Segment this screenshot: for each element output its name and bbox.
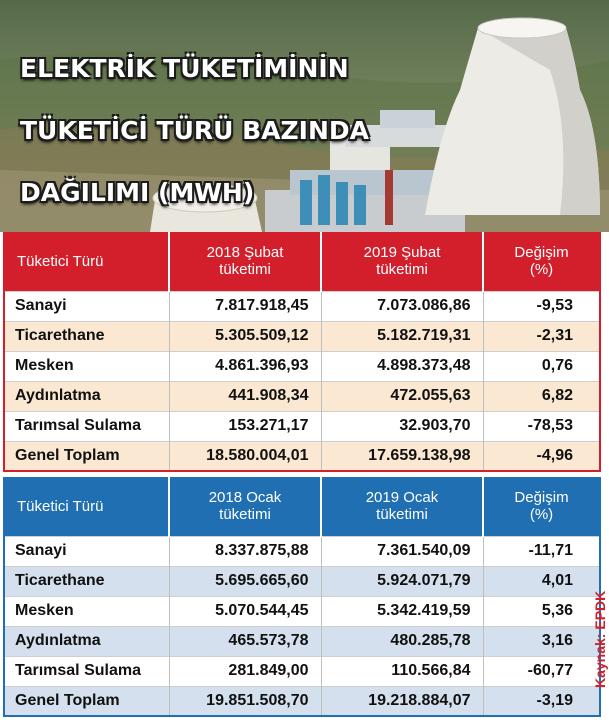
table-cell: -9,53 xyxy=(482,290,600,321)
title-line-3: DAĞILIMI (MWH) xyxy=(20,178,255,207)
table-cell: 472.055,63 xyxy=(320,380,483,411)
table-cell: -4,96 xyxy=(482,440,600,471)
title-line-1: ELEKTRİK TÜKETİMİNİN xyxy=(20,54,349,83)
table-cell: -60,77 xyxy=(482,655,600,686)
table-cell: 480.285,78 xyxy=(320,625,483,656)
column-header: Tüketici Türü xyxy=(4,232,169,291)
table-cell: 5.695.665,60 xyxy=(168,565,321,596)
table-cell: Ticarethane xyxy=(4,320,169,351)
column-header: 2019 Ocak tüketimi xyxy=(320,477,483,536)
source-label: Kaynak: EPDK xyxy=(592,590,608,688)
table-cell: -11,71 xyxy=(482,535,600,566)
table-cell: 153.271,17 xyxy=(168,410,321,441)
table-cell: 7.817.918,45 xyxy=(168,290,321,321)
table-row: Mesken 4.861.396,93 4.898.373,48 0,76 xyxy=(4,350,600,381)
table-cell: Sanayi xyxy=(4,535,169,566)
table-cell: 17.659.138,98 xyxy=(320,440,483,471)
table-cell: 4.898.373,48 xyxy=(320,350,483,381)
power-plant-illustration xyxy=(0,17,609,232)
table-cell: 5.924.071,79 xyxy=(320,565,483,596)
table-row: Aydınlatma 465.573,78 480.285,78 3,16 xyxy=(4,625,600,656)
column-header: 2019 Şubat tüketimi xyxy=(320,232,483,291)
table-row-total: Genel Toplam 18.580.004,01 17.659.138,98… xyxy=(4,440,600,471)
table-cell: 465.573,78 xyxy=(168,625,321,656)
table-cell: Mesken xyxy=(4,595,169,626)
table-cell: Genel Toplam xyxy=(4,685,169,716)
table-row: Tarımsal Sulama 153.271,17 32.903,70 -78… xyxy=(4,410,600,441)
february-table: Tüketici Türü 2018 Şubat tüketimi 2019 Ş… xyxy=(3,232,601,472)
table-cell: Aydınlatma xyxy=(4,380,169,411)
table-cell: 3,16 xyxy=(482,625,600,656)
table-cell: Tarımsal Sulama xyxy=(4,655,169,686)
column-header: 2018 Şubat tüketimi xyxy=(168,232,321,291)
table-cell: 8.337.875,88 xyxy=(168,535,321,566)
table-header-row: Tüketici Türü 2018 Ocak tüketimi 2019 Oc… xyxy=(4,477,600,536)
table-row-total: Genel Toplam 19.851.508,70 19.218.884,07… xyxy=(4,685,600,716)
table-cell: 110.566,84 xyxy=(320,655,483,686)
january-table: Tüketici Türü 2018 Ocak tüketimi 2019 Oc… xyxy=(3,477,601,717)
table-cell: 19.851.508,70 xyxy=(168,685,321,716)
table-cell: 7.361.540,09 xyxy=(320,535,483,566)
table-header-row: Tüketici Türü 2018 Şubat tüketimi 2019 Ş… xyxy=(4,232,600,291)
table-row: Sanayi 7.817.918,45 7.073.086,86 -9,53 xyxy=(4,290,600,321)
table-cell: 4,01 xyxy=(482,565,600,596)
table-cell: Tarımsal Sulama xyxy=(4,410,169,441)
table-cell: 5,36 xyxy=(482,595,600,626)
column-header: Değişim (%) xyxy=(482,477,600,536)
table-cell: 281.849,00 xyxy=(168,655,321,686)
table-row: Tarımsal Sulama 281.849,00 110.566,84 -6… xyxy=(4,655,600,686)
table-cell: 32.903,70 xyxy=(320,410,483,441)
table-row: Sanayi 8.337.875,88 7.361.540,09 -11,71 xyxy=(4,535,600,566)
table-cell: Aydınlatma xyxy=(4,625,169,656)
table-cell: -78,53 xyxy=(482,410,600,441)
table-cell: 18.580.004,01 xyxy=(168,440,321,471)
table-cell: Ticarethane xyxy=(4,565,169,596)
table-row: Ticarethane 5.695.665,60 5.924.071,79 4,… xyxy=(4,565,600,596)
table-cell: 5.182.719,31 xyxy=(320,320,483,351)
table-cell: 5.342.419,59 xyxy=(320,595,483,626)
table-row: Mesken 5.070.544,45 5.342.419,59 5,36 xyxy=(4,595,600,626)
chart-title: ELEKTRİK TÜKETİMİNİN TÜKETİCİ TÜRÜ BAZIN… xyxy=(20,22,369,232)
column-header: Değişim (%) xyxy=(482,232,600,291)
table-cell: -3,19 xyxy=(482,685,600,716)
table-cell: 4.861.396,93 xyxy=(168,350,321,381)
column-header: 2018 Ocak tüketimi xyxy=(168,477,321,536)
title-line-2: TÜKETİCİ TÜRÜ BAZINDA xyxy=(20,116,369,145)
table-cell: 0,76 xyxy=(482,350,600,381)
table-cell: 19.218.884,07 xyxy=(320,685,483,716)
table-cell: Mesken xyxy=(4,350,169,381)
table-cell: Sanayi xyxy=(4,290,169,321)
table-row: Ticarethane 5.305.509,12 5.182.719,31 -2… xyxy=(4,320,600,351)
table-cell: -2,31 xyxy=(482,320,600,351)
table-cell: 6,82 xyxy=(482,380,600,411)
table-cell: 441.908,34 xyxy=(168,380,321,411)
header-photo: ELEKTRİK TÜKETİMİNİN TÜKETİCİ TÜRÜ BAZIN… xyxy=(0,0,609,232)
table-cell: 5.070.544,45 xyxy=(168,595,321,626)
column-header: Tüketici Türü xyxy=(4,477,169,536)
table-cell: 7.073.086,86 xyxy=(320,290,483,321)
table-cell: Genel Toplam xyxy=(4,440,169,471)
table-cell: 5.305.509,12 xyxy=(168,320,321,351)
table-row: Aydınlatma 441.908,34 472.055,63 6,82 xyxy=(4,380,600,411)
